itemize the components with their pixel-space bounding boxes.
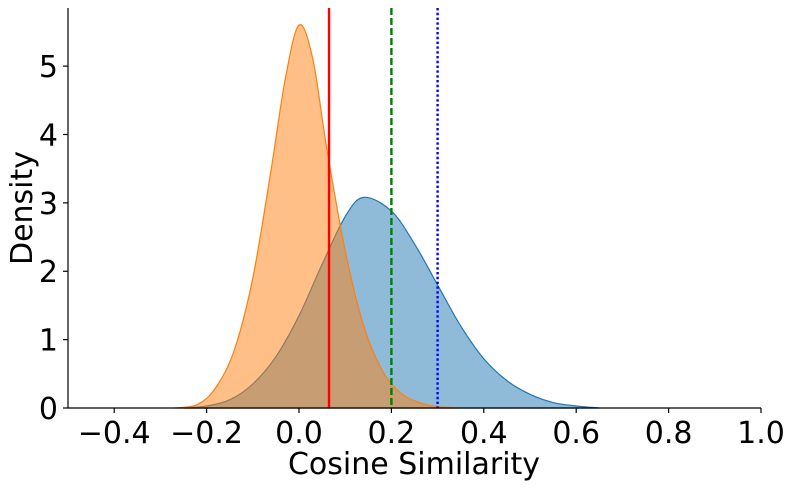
y-tick-label: 4: [39, 118, 58, 153]
axes: [67, 8, 761, 409]
x-ticks: −0.4 −0.2 0.0 0.2 0.4 0.6 0.8 1.0: [78, 408, 785, 451]
x-tick-label: 0.2: [368, 416, 416, 451]
x-tick-label: 0.6: [552, 416, 600, 451]
y-tick-label: 3: [39, 187, 58, 222]
y-tick-label: 0: [39, 392, 58, 427]
x-tick-label: 0.0: [275, 416, 323, 451]
y-tick-label: 5: [39, 50, 58, 85]
y-tick-label: 1: [39, 324, 58, 359]
x-tick-label: 1.0: [737, 416, 785, 451]
x-tick-label: 0.4: [460, 416, 508, 451]
x-tick-label: −0.2: [170, 416, 243, 451]
y-ticks: 0 1 2 3 4 5: [39, 50, 68, 427]
x-tick-label: 0.8: [645, 416, 693, 451]
density-area-2: [174, 24, 461, 409]
reference-lines: [327, 8, 439, 408]
plot-area: [174, 24, 600, 409]
x-axis-title: Cosine Similarity: [288, 447, 540, 482]
y-axis-title: Density: [5, 151, 40, 265]
x-tick-label: −0.4: [78, 416, 151, 451]
y-tick-label: 2: [39, 255, 58, 290]
